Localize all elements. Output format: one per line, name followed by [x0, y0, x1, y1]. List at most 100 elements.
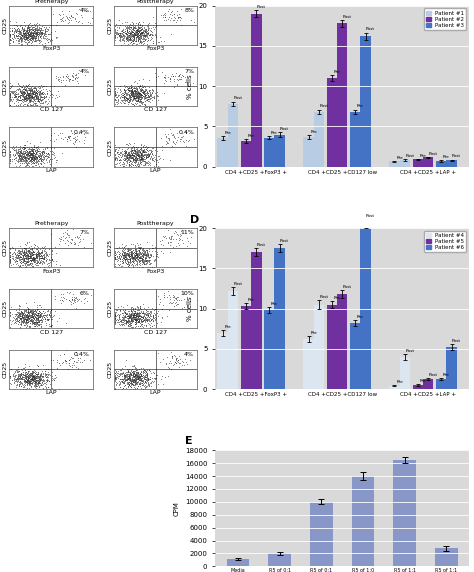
Point [147, 378, 155, 387]
Point [165, 136, 173, 145]
Point [131, 250, 139, 259]
Point [71, 73, 79, 82]
Point [36, 316, 44, 325]
Point [127, 377, 135, 386]
Point [42, 97, 50, 106]
Point [115, 320, 123, 329]
Point [20, 376, 28, 386]
Point [76, 354, 83, 363]
Point [29, 89, 37, 98]
Point [138, 24, 146, 33]
Point [40, 378, 47, 387]
Point [138, 27, 146, 37]
Point [131, 315, 138, 324]
Point [10, 88, 18, 97]
Point [119, 368, 127, 378]
Point [27, 316, 35, 325]
Point [62, 81, 69, 90]
Point [30, 306, 38, 315]
Point [132, 249, 139, 258]
Point [9, 253, 17, 262]
Point [139, 152, 146, 161]
Point [30, 319, 38, 328]
Text: Post: Post [234, 96, 243, 100]
Point [33, 309, 40, 319]
Point [24, 316, 31, 325]
Point [22, 384, 29, 393]
Point [36, 312, 44, 321]
Point [35, 255, 43, 264]
Point [132, 370, 140, 379]
Point [22, 90, 30, 100]
Point [7, 97, 14, 106]
Point [68, 295, 76, 304]
Point [49, 256, 57, 265]
Point [114, 98, 121, 108]
Point [115, 152, 123, 161]
Point [22, 378, 29, 387]
Point [37, 251, 45, 260]
Point [26, 38, 33, 47]
Point [136, 147, 143, 156]
Point [121, 153, 129, 162]
Point [126, 369, 134, 378]
Point [116, 144, 123, 153]
Point [74, 72, 82, 81]
Point [118, 96, 126, 105]
Point [20, 157, 28, 166]
Point [136, 90, 144, 100]
Point [143, 317, 151, 326]
Point [36, 249, 44, 258]
Point [143, 89, 151, 98]
Point [14, 315, 21, 324]
Point [120, 84, 128, 93]
Point [42, 241, 49, 251]
Point [136, 318, 143, 327]
Point [175, 359, 183, 368]
Point [75, 129, 83, 138]
Point [7, 309, 14, 318]
Point [133, 374, 141, 383]
Point [124, 313, 131, 323]
Point [133, 257, 140, 266]
Point [65, 231, 73, 240]
Point [154, 247, 161, 256]
Point [135, 310, 143, 319]
Point [13, 260, 20, 269]
Point [129, 260, 137, 269]
Point [29, 253, 36, 262]
Point [128, 144, 136, 153]
Point [16, 86, 23, 96]
Point [20, 256, 27, 265]
Point [140, 31, 148, 40]
Point [8, 252, 16, 261]
Point [24, 251, 32, 260]
Point [151, 92, 158, 101]
Point [28, 149, 36, 158]
Point [137, 84, 144, 93]
Point [129, 38, 137, 47]
Point [35, 382, 43, 391]
Point [130, 29, 137, 38]
Point [33, 259, 40, 268]
Point [130, 32, 138, 41]
Point [45, 375, 52, 384]
Point [120, 312, 128, 321]
Point [128, 31, 136, 41]
Point [68, 236, 76, 245]
Point [149, 312, 156, 321]
Point [18, 152, 25, 161]
Point [120, 370, 128, 379]
Point [136, 249, 143, 259]
Point [27, 251, 35, 260]
Point [111, 247, 118, 256]
Point [125, 312, 132, 321]
Point [129, 378, 137, 387]
Point [134, 94, 142, 103]
Point [28, 258, 36, 267]
Point [68, 295, 76, 304]
Point [118, 364, 126, 373]
Point [146, 89, 153, 98]
Point [119, 247, 127, 256]
Point [58, 14, 65, 23]
